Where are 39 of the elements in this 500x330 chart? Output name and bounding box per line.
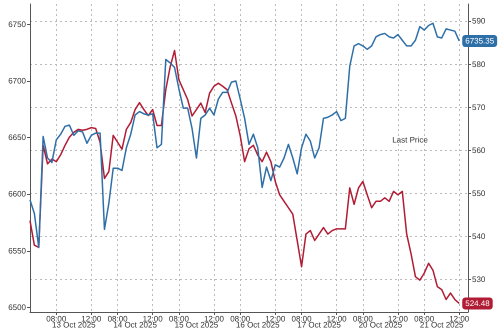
data-label: 524.48 [465, 298, 490, 308]
y2-tick-label: 540 [472, 232, 486, 242]
x-tick-label: 08:00 [230, 314, 251, 324]
annotation: Last Price [392, 136, 428, 144]
text: 20 Oct 2025 [358, 320, 403, 330]
y2-tick-label: 530 [472, 275, 486, 284]
y-tick-label: 6600 [8, 190, 27, 199]
x-tick-label: 08:00 [292, 314, 312, 324]
text: 17 Oct 2025 [297, 320, 342, 330]
x-tick-label: 08:00 [108, 314, 128, 324]
text: 21 Oct 2025 [420, 320, 464, 330]
x-tick-label: 12:00 [449, 314, 470, 324]
y-tick-label: 6550 [8, 246, 27, 256]
text: 14 Oct 2025 [113, 320, 158, 330]
x-tick-label: 12:00 [142, 314, 164, 324]
x-tick-label: 12:00 [326, 314, 348, 324]
y2-tick-label: 560 [472, 146, 486, 155]
text: 15 Oct 2025 [174, 320, 219, 330]
x-tick-label: 12:00 [204, 314, 225, 324]
x-tick-label: 08:00 [168, 314, 190, 324]
y2-tick-label: 570 [472, 102, 486, 112]
data-label: 6735.35 [465, 36, 495, 46]
x-tick-label: 12:00 [265, 314, 286, 324]
x-tick-label: 08:00 [46, 314, 67, 324]
x-tick-label: 12:00 [81, 314, 102, 324]
text: 13 Oct 2025 [52, 320, 96, 330]
text: 16 Oct 2025 [236, 320, 280, 330]
line-series [29, 22, 460, 248]
x-tick-label: 08:00 [414, 314, 435, 324]
line-series [29, 50, 460, 304]
y-tick-label: 6700 [8, 76, 27, 86]
y-tick-label: 6750 [8, 20, 27, 29]
y2-tick-label: 550 [472, 189, 486, 198]
y-tick-label: 6500 [8, 302, 27, 312]
y-tick-label: 6650 [8, 133, 27, 142]
y2-tick-label: 590 [472, 16, 486, 26]
x-tick-label: 12:00 [388, 314, 408, 324]
y2-tick-label: 580 [472, 60, 486, 69]
x-tick-label: 08:00 [352, 314, 374, 324]
